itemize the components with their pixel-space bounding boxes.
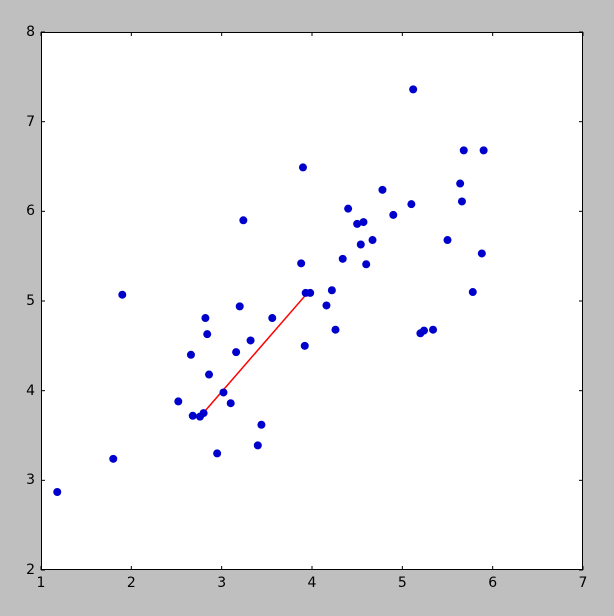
y-axis-tick-label: 4 (26, 382, 35, 399)
x-axis-tick-label: 1 (36, 575, 46, 591)
plot-axes-area (41, 32, 583, 570)
x-axis-tick-label: 2 (126, 575, 136, 591)
x-axis-tick-label: 5 (397, 575, 407, 591)
y-axis-tick-label: 6 (26, 203, 35, 220)
y-axis-tick-label: 3 (26, 472, 35, 489)
y-axis-tick-label: 5 (26, 293, 35, 309)
x-axis-tick-label: 4 (307, 575, 317, 591)
x-axis-tick-label: 6 (488, 575, 498, 591)
x-axis-tick-label: 7 (578, 575, 588, 591)
y-axis-tick-label: 7 (26, 113, 35, 130)
y-axis-tick-label: 8 (26, 24, 35, 40)
x-axis-tick-label: 3 (217, 575, 227, 591)
y-axis-tick-label: 2 (26, 562, 35, 578)
